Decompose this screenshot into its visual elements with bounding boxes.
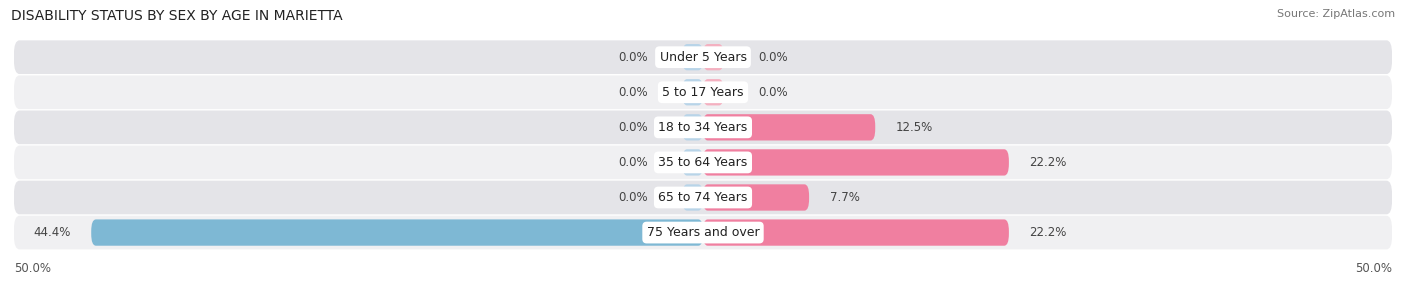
FancyBboxPatch shape xyxy=(14,181,1392,214)
Text: 50.0%: 50.0% xyxy=(1355,262,1392,275)
Text: 0.0%: 0.0% xyxy=(619,51,648,64)
Text: Source: ZipAtlas.com: Source: ZipAtlas.com xyxy=(1277,9,1395,19)
FancyBboxPatch shape xyxy=(703,44,724,70)
Text: 0.0%: 0.0% xyxy=(619,86,648,99)
FancyBboxPatch shape xyxy=(91,219,703,246)
FancyBboxPatch shape xyxy=(14,145,1392,179)
Text: 0.0%: 0.0% xyxy=(619,121,648,134)
FancyBboxPatch shape xyxy=(682,114,703,141)
FancyBboxPatch shape xyxy=(703,184,808,211)
FancyBboxPatch shape xyxy=(703,149,1010,176)
FancyBboxPatch shape xyxy=(682,79,703,106)
FancyBboxPatch shape xyxy=(703,114,875,141)
Text: 12.5%: 12.5% xyxy=(896,121,934,134)
Text: 75 Years and over: 75 Years and over xyxy=(647,226,759,239)
FancyBboxPatch shape xyxy=(682,44,703,70)
FancyBboxPatch shape xyxy=(682,149,703,176)
Text: 35 to 64 Years: 35 to 64 Years xyxy=(658,156,748,169)
FancyBboxPatch shape xyxy=(14,40,1392,74)
Text: 0.0%: 0.0% xyxy=(758,51,787,64)
FancyBboxPatch shape xyxy=(14,75,1392,109)
Text: 44.4%: 44.4% xyxy=(34,226,70,239)
Text: 22.2%: 22.2% xyxy=(1029,226,1067,239)
Text: 18 to 34 Years: 18 to 34 Years xyxy=(658,121,748,134)
Text: 0.0%: 0.0% xyxy=(619,191,648,204)
Text: 0.0%: 0.0% xyxy=(758,86,787,99)
FancyBboxPatch shape xyxy=(703,219,1010,246)
FancyBboxPatch shape xyxy=(14,216,1392,249)
FancyBboxPatch shape xyxy=(682,184,703,211)
Text: 0.0%: 0.0% xyxy=(619,156,648,169)
Text: Under 5 Years: Under 5 Years xyxy=(659,51,747,64)
Text: 5 to 17 Years: 5 to 17 Years xyxy=(662,86,744,99)
FancyBboxPatch shape xyxy=(14,110,1392,144)
Text: 50.0%: 50.0% xyxy=(14,262,51,275)
FancyBboxPatch shape xyxy=(703,79,724,106)
Text: 65 to 74 Years: 65 to 74 Years xyxy=(658,191,748,204)
Text: 7.7%: 7.7% xyxy=(830,191,859,204)
Text: DISABILITY STATUS BY SEX BY AGE IN MARIETTA: DISABILITY STATUS BY SEX BY AGE IN MARIE… xyxy=(11,9,343,23)
Text: 22.2%: 22.2% xyxy=(1029,156,1067,169)
